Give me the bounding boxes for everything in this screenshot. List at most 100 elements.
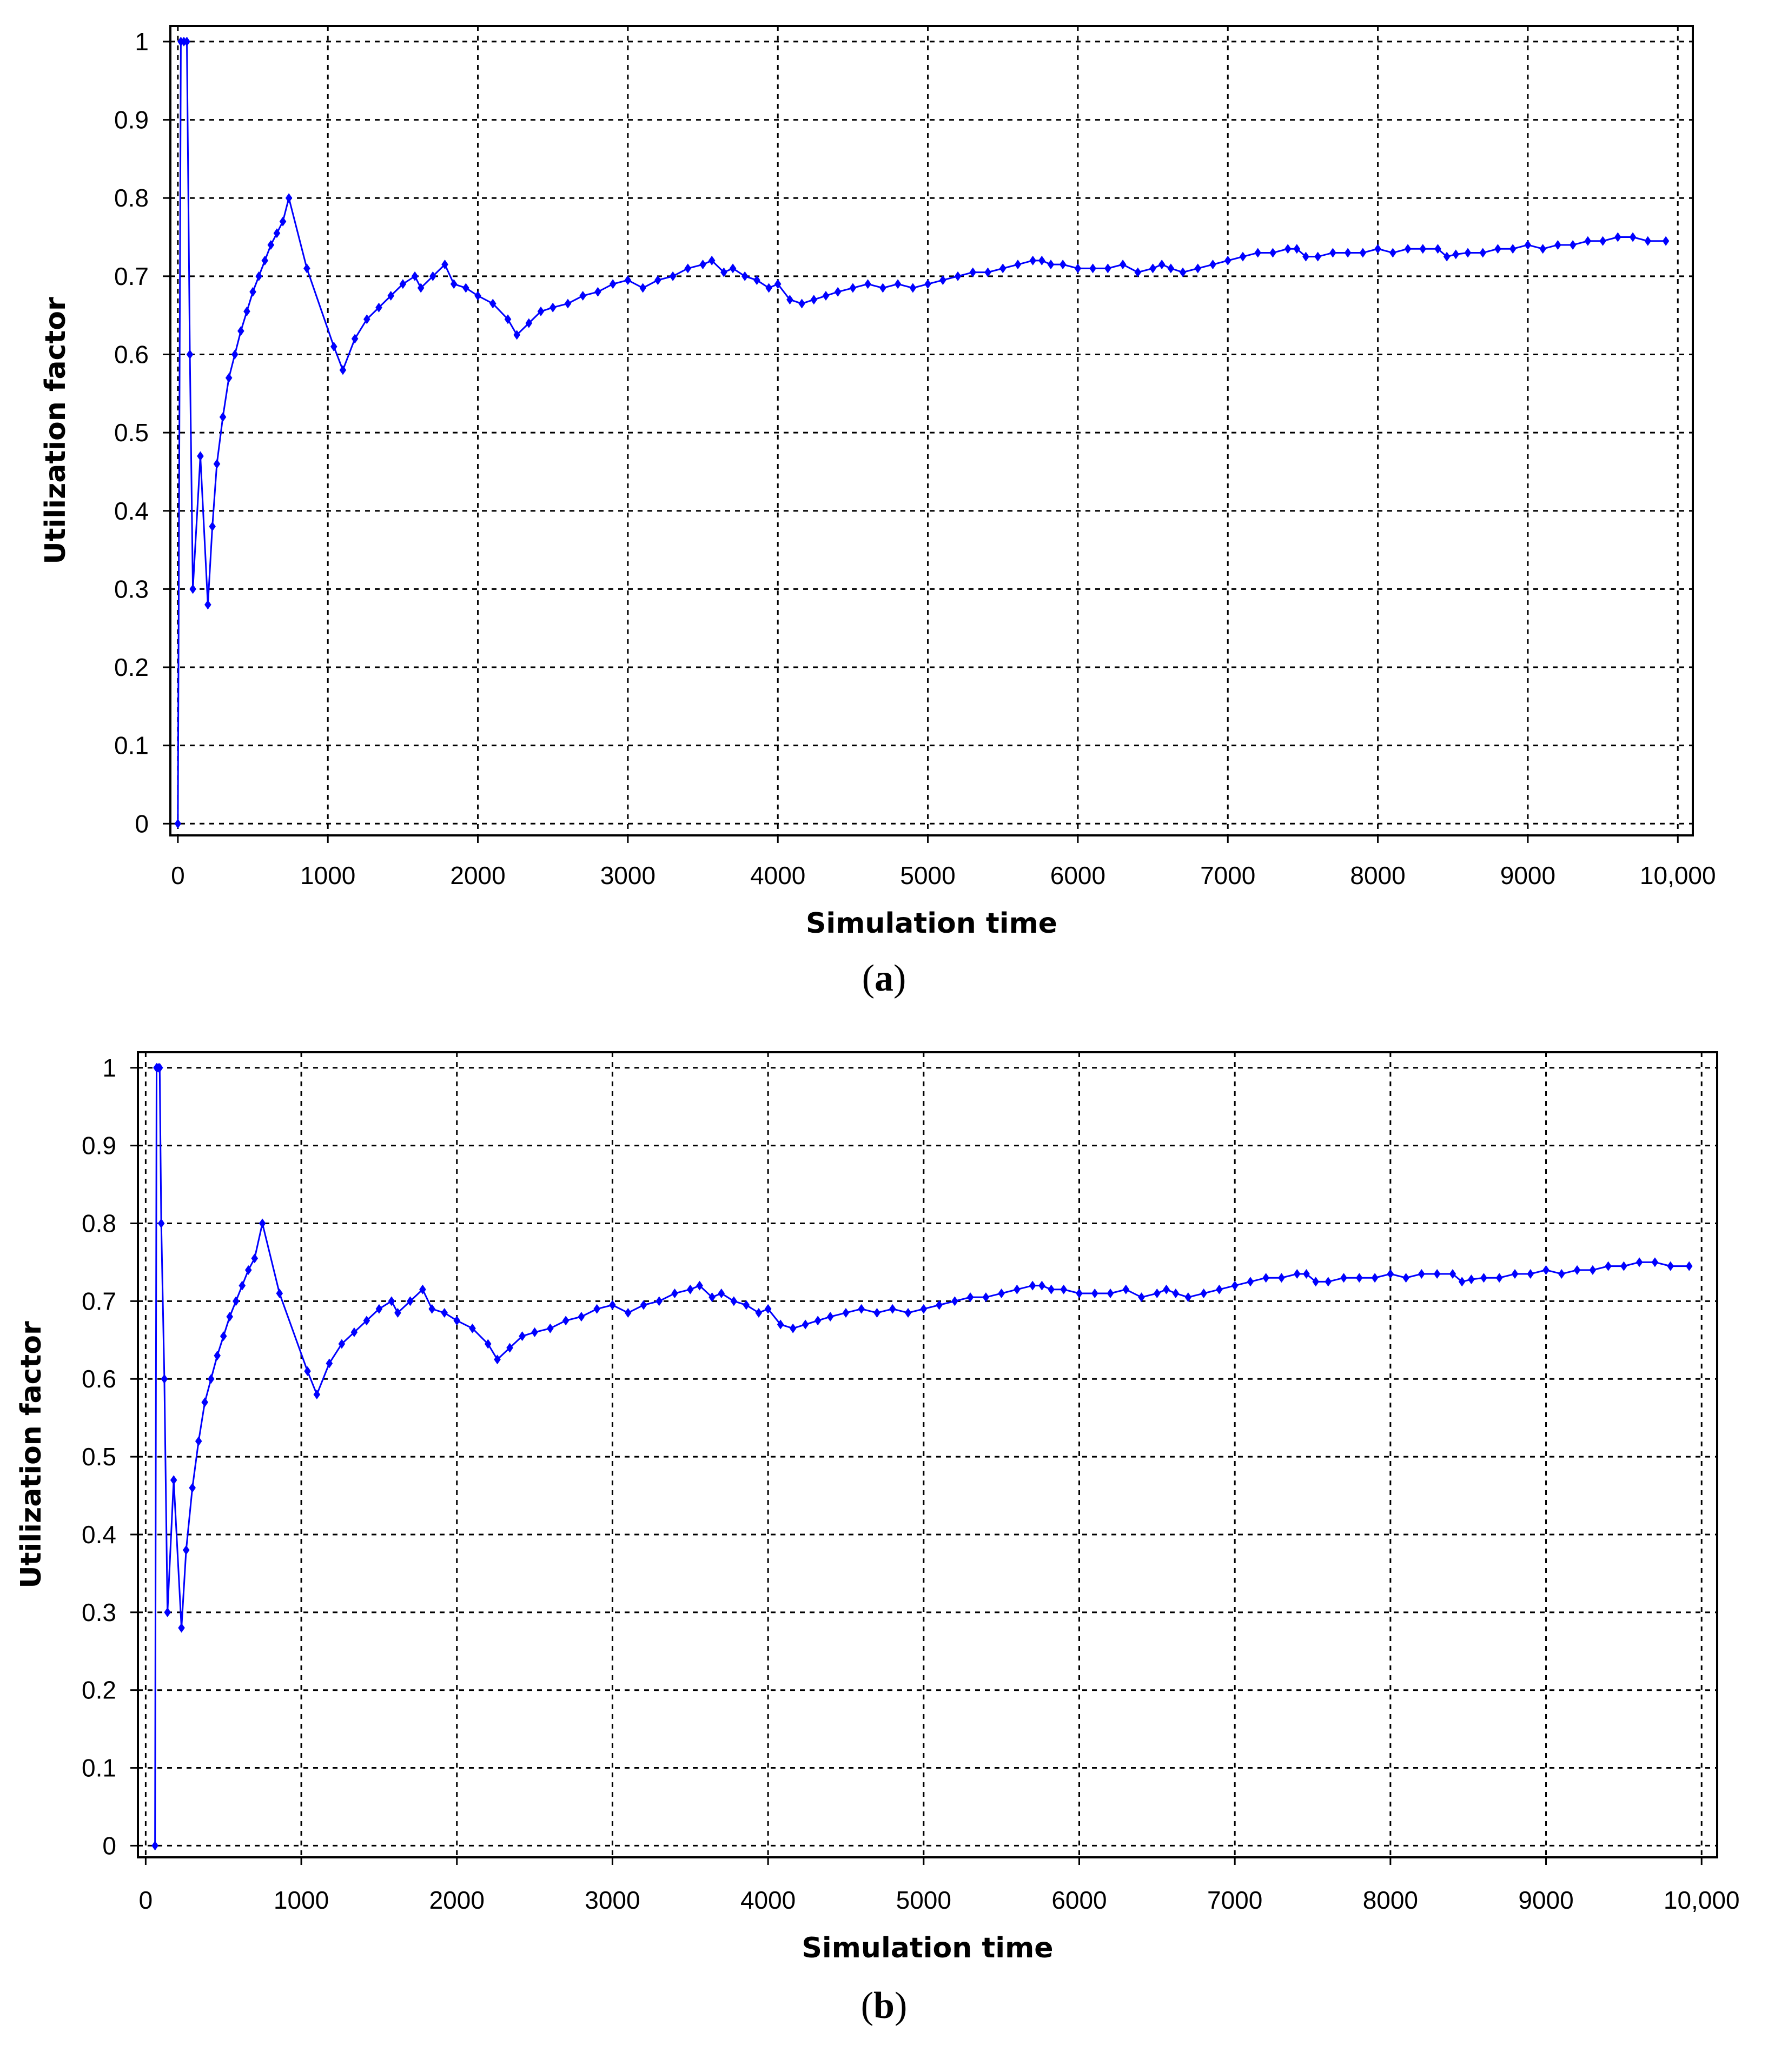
- data-point: [1060, 1284, 1068, 1294]
- data-point: [1434, 244, 1441, 254]
- data-point: [609, 279, 617, 289]
- data-point: [243, 306, 250, 316]
- data-point: [213, 459, 221, 469]
- y-tick-label: 0.4: [114, 497, 149, 525]
- data-point: [276, 1288, 283, 1298]
- data-point: [330, 342, 337, 352]
- data-point: [789, 1323, 797, 1333]
- x-tick-label: 0: [139, 1886, 153, 1914]
- data-point: [1184, 1292, 1192, 1303]
- data-point: [730, 1296, 738, 1306]
- data-point: [441, 1307, 448, 1318]
- data-point: [189, 584, 196, 594]
- data-point: [1511, 1269, 1519, 1279]
- data-point: [161, 1374, 168, 1384]
- data-point: [285, 193, 293, 203]
- data-point: [1449, 1269, 1456, 1279]
- data-point: [834, 287, 842, 297]
- data-point: [708, 255, 716, 265]
- data-point: [1685, 1261, 1693, 1271]
- data-point: [998, 1288, 1005, 1298]
- data-point: [237, 326, 244, 336]
- x-tick-label: 1000: [300, 861, 355, 889]
- data-point: [363, 314, 370, 324]
- data-point: [531, 1327, 538, 1337]
- data-point: [351, 334, 359, 344]
- data-point: [441, 260, 448, 270]
- data-point: [920, 1304, 928, 1314]
- data-point: [1089, 263, 1096, 274]
- data-point: [255, 271, 262, 281]
- data-point: [1662, 236, 1670, 246]
- data-point: [624, 275, 632, 285]
- data-point: [1138, 1292, 1145, 1303]
- data-point: [864, 279, 871, 289]
- data-point: [303, 263, 310, 274]
- data-point: [251, 1253, 259, 1264]
- data-point: [428, 1304, 436, 1314]
- data-point: [226, 1312, 234, 1322]
- data-point: [186, 349, 194, 360]
- data-point: [954, 271, 962, 281]
- data-point: [1048, 1284, 1055, 1294]
- data-point: [924, 279, 931, 289]
- data-point: [951, 1296, 958, 1306]
- data-point: [966, 1292, 974, 1303]
- utilization-chart-b: 0 1000 2000 3000 4000 5000 6000 7000 8000 9000 10,…: [15, 1051, 1740, 1964]
- data-point: [164, 1607, 171, 1617]
- data-point: [814, 1316, 822, 1326]
- y-tick-label: 0.7: [82, 1287, 116, 1315]
- grid: [138, 1052, 1717, 1857]
- data-point: [1134, 267, 1142, 277]
- x-tick-label: 5000: [900, 861, 955, 889]
- data-point: [1389, 248, 1396, 258]
- y-axis: 0 0.1 0.2 0.3 0.4 0.5 0.6 0.7 0.8 0.9 1: [114, 28, 170, 838]
- data-point: [189, 1483, 196, 1493]
- caption-letter: a: [875, 958, 893, 999]
- data-point: [506, 1343, 513, 1353]
- data-point: [157, 1218, 165, 1228]
- data-point: [1172, 1288, 1180, 1298]
- data-point: [417, 283, 425, 293]
- caption-close-paren: ): [893, 958, 906, 999]
- data-point: [170, 1475, 177, 1485]
- data-point: [513, 330, 520, 340]
- x-tick-label: 2000: [450, 861, 505, 889]
- data-point: [1179, 267, 1187, 277]
- data-point: [1605, 1261, 1612, 1271]
- data-point: [1558, 1269, 1565, 1279]
- data-point: [1158, 260, 1166, 270]
- data-point: [207, 1374, 215, 1384]
- data-point: [547, 1323, 554, 1333]
- data-point: [197, 451, 204, 461]
- data-point: [1329, 248, 1336, 258]
- data-point: [375, 1304, 383, 1314]
- data-point: [1293, 244, 1301, 254]
- data-point: [259, 1218, 266, 1228]
- x-tick-label: 0: [171, 861, 185, 889]
- data-point: [1371, 1273, 1379, 1283]
- data-point: [1458, 1277, 1466, 1287]
- data-point: [1122, 1284, 1130, 1294]
- data-point: [375, 302, 382, 313]
- y-tick-label: 0: [102, 1831, 116, 1860]
- data-point: [1029, 255, 1037, 265]
- y-axis-title: Utilization factor: [15, 1321, 48, 1589]
- data-point: [1524, 240, 1532, 250]
- data-point: [1340, 1273, 1347, 1283]
- data-point: [1149, 263, 1156, 274]
- data-point: [939, 275, 946, 285]
- data-point: [1374, 244, 1381, 254]
- data-point: [489, 298, 496, 309]
- y-axis-title: Utilization factor: [39, 297, 72, 565]
- data-point: [279, 216, 287, 227]
- data-point: [313, 1390, 321, 1400]
- x-tick-label: 3000: [600, 861, 655, 889]
- x-axis-title: Simulation time: [806, 907, 1057, 940]
- data-point: [182, 1545, 190, 1555]
- chart-panel-a: 0 1000 2000 3000 4000 5000 6000 7000 8000 9000 10,…: [0, 0, 1768, 1027]
- y-tick-label: 0.8: [82, 1210, 116, 1238]
- data-point: [1029, 1280, 1036, 1291]
- data-point: [1107, 1288, 1114, 1298]
- data-point: [1452, 249, 1460, 260]
